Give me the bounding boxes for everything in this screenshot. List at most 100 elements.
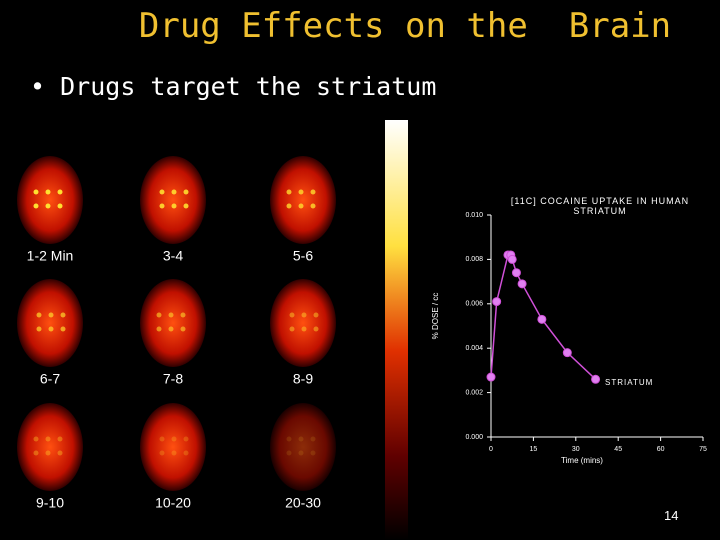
hot-spot bbox=[36, 326, 42, 332]
hot-spot bbox=[286, 436, 292, 442]
hot-spot bbox=[45, 203, 51, 209]
data-point bbox=[562, 348, 572, 358]
bullet: • Drugs target the striatum bbox=[30, 72, 437, 101]
hot-spot bbox=[33, 189, 39, 195]
x-tick-label: 0 bbox=[489, 446, 493, 453]
data-point bbox=[492, 297, 502, 307]
bullet-text: Drugs target the striatum bbox=[60, 72, 437, 101]
brain-scan bbox=[270, 403, 336, 491]
image-label: 20-30 bbox=[285, 495, 321, 511]
x-tick-label: 15 bbox=[530, 446, 538, 453]
hot-spot bbox=[57, 203, 63, 209]
hot-spot bbox=[57, 436, 63, 442]
y-tick-label: 0.000 bbox=[465, 434, 483, 441]
brain-scan bbox=[17, 403, 83, 491]
hot-spot bbox=[156, 326, 162, 332]
image-label: 1-2 Min bbox=[27, 248, 74, 264]
series-line bbox=[490, 254, 597, 380]
brain-scan bbox=[140, 156, 206, 244]
hot-spot bbox=[45, 189, 51, 195]
brain-scan bbox=[17, 156, 83, 244]
x-tick-label: 45 bbox=[614, 446, 622, 453]
y-tick-label: 0.006 bbox=[465, 301, 483, 308]
hot-spot bbox=[171, 189, 177, 195]
hot-spot bbox=[310, 189, 316, 195]
image-label: 8-9 bbox=[293, 371, 313, 387]
hot-spot bbox=[171, 450, 177, 456]
hot-spot bbox=[168, 312, 174, 318]
hot-spot bbox=[36, 312, 42, 318]
image-label: 5-6 bbox=[293, 248, 313, 264]
hot-spot bbox=[156, 312, 162, 318]
hot-spot bbox=[183, 203, 189, 209]
image-label: 9-10 bbox=[36, 495, 64, 511]
brain-scan bbox=[17, 279, 83, 367]
page-number: 14 bbox=[664, 508, 679, 523]
hot-spot bbox=[298, 189, 304, 195]
hot-spot bbox=[168, 326, 174, 332]
data-point bbox=[517, 279, 527, 289]
hot-spot bbox=[33, 450, 39, 456]
hot-spot bbox=[298, 203, 304, 209]
hot-spot bbox=[60, 326, 66, 332]
image-label: 10-20 bbox=[155, 495, 191, 511]
hot-spot bbox=[159, 450, 165, 456]
x-tick-label: 30 bbox=[572, 446, 580, 453]
hot-spot bbox=[159, 436, 165, 442]
data-point bbox=[591, 374, 601, 384]
hot-spot bbox=[298, 436, 304, 442]
y-tick-label: 0.002 bbox=[465, 389, 483, 396]
hot-spot bbox=[183, 189, 189, 195]
brain-scan bbox=[270, 156, 336, 244]
hot-spot bbox=[171, 203, 177, 209]
hot-spot bbox=[57, 189, 63, 195]
plot: 0.000 0.002 0.004 0.006 0.008 0.010 0 15 30 45 60 7… bbox=[431, 212, 707, 465]
y-tick-label: 0.004 bbox=[465, 345, 483, 352]
y-tick-label: 0.010 bbox=[465, 212, 483, 219]
annotation: STRIATUM bbox=[605, 378, 653, 387]
hot-spot bbox=[289, 312, 295, 318]
hot-spot bbox=[45, 450, 51, 456]
data-point bbox=[511, 268, 521, 278]
hot-spot bbox=[289, 326, 295, 332]
y-tick-label: 0.008 bbox=[465, 256, 483, 263]
hot-spot bbox=[159, 189, 165, 195]
data-point bbox=[507, 254, 517, 264]
image-label: 7-8 bbox=[163, 371, 183, 387]
hot-spot bbox=[286, 450, 292, 456]
hot-spot bbox=[159, 203, 165, 209]
slide-title: Drug Effects on the Brain bbox=[138, 6, 672, 46]
hot-spot bbox=[48, 312, 54, 318]
chart-title: [11C] COCAINE UPTAKE IN HUMAN STRIATUM bbox=[510, 196, 690, 216]
image-label: 3-4 bbox=[163, 248, 183, 264]
x-tick-label: 60 bbox=[657, 446, 665, 453]
hot-spot bbox=[310, 450, 316, 456]
hot-spot bbox=[45, 436, 51, 442]
hot-spot bbox=[310, 203, 316, 209]
hot-spot bbox=[313, 312, 319, 318]
hot-spot bbox=[180, 312, 186, 318]
x-tick-label: 75 bbox=[699, 446, 707, 453]
brain-scan bbox=[140, 403, 206, 491]
hot-spot bbox=[286, 203, 292, 209]
hot-spot bbox=[57, 450, 63, 456]
data-point bbox=[537, 314, 547, 324]
brain-images: 1-2 Min 3-4 5-6 6-7 7-8 8-9 9-10 10-20 20-30 bbox=[17, 156, 336, 511]
hot-spot bbox=[313, 326, 319, 332]
data-point bbox=[486, 372, 496, 382]
hot-spot bbox=[60, 312, 66, 318]
image-label: 6-7 bbox=[40, 371, 60, 387]
hot-spot bbox=[298, 450, 304, 456]
hot-spot bbox=[301, 326, 307, 332]
brain-scan bbox=[270, 279, 336, 367]
hot-spot bbox=[286, 189, 292, 195]
y-axis-label: % DOSE / cc bbox=[431, 293, 440, 340]
hot-spot bbox=[180, 326, 186, 332]
hot-spot bbox=[301, 312, 307, 318]
hot-spot bbox=[33, 203, 39, 209]
hot-spot bbox=[48, 326, 54, 332]
color-bar bbox=[385, 120, 408, 540]
hot-spot bbox=[183, 450, 189, 456]
